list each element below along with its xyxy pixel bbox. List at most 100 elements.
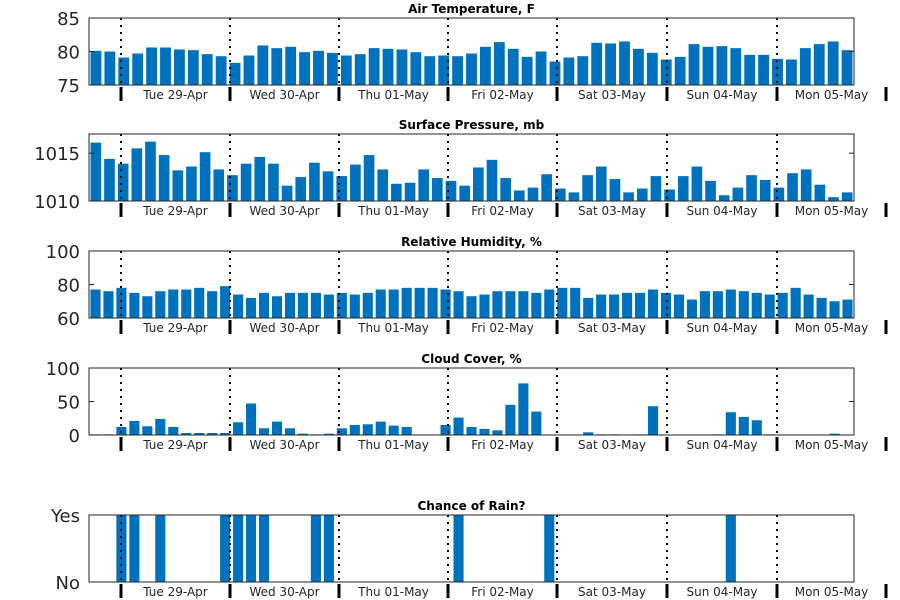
bar (145, 141, 156, 201)
bar (440, 424, 451, 435)
bar (699, 291, 710, 318)
y-tick-label: 1010 (34, 192, 80, 213)
bar (712, 291, 723, 318)
bar (453, 291, 464, 318)
bar (233, 422, 244, 435)
x-tick-label: Sat 03-May (578, 88, 646, 102)
bar (268, 163, 279, 201)
bar (310, 515, 321, 582)
bar (549, 61, 561, 85)
bar (583, 297, 594, 318)
bar (299, 52, 311, 85)
bar (246, 403, 257, 435)
bar (702, 46, 714, 85)
x-tick-label: Sun 04-May (686, 88, 757, 102)
bar (199, 152, 211, 201)
x-tick-label: Mon 05-May (795, 204, 869, 218)
bar (271, 296, 283, 318)
bar (118, 57, 130, 85)
bar (388, 425, 399, 435)
x-tick-label: Sun 04-May (686, 321, 757, 335)
bar (716, 46, 728, 85)
bar (541, 174, 552, 201)
axes-frame (88, 514, 855, 583)
bar (173, 49, 185, 85)
bar (129, 420, 140, 435)
bar (310, 292, 321, 319)
x-tick-label: Fri 02-May (471, 585, 534, 599)
bar (377, 169, 389, 201)
bar (605, 43, 617, 85)
x-tick-label: Thu 01-May (357, 88, 429, 102)
bar (432, 178, 443, 201)
bar (773, 187, 785, 201)
x-tick-label: Tue 29-Apr (142, 88, 207, 102)
x-tick-label: Wed 30-Apr (249, 438, 319, 452)
bar (404, 182, 416, 201)
bar (313, 50, 324, 85)
bar (816, 297, 827, 318)
x-tick-label: Thu 01-May (357, 321, 429, 335)
bar (336, 292, 347, 319)
bar (243, 55, 255, 85)
bar (246, 515, 257, 582)
bar (362, 424, 373, 435)
bar (104, 51, 116, 85)
bar (281, 185, 293, 201)
bar (507, 48, 519, 85)
panel-title: Air Temperature, F (408, 2, 535, 16)
bar (732, 187, 744, 201)
bar (777, 292, 788, 319)
bar (220, 432, 231, 435)
bar (595, 166, 607, 201)
bar (401, 287, 412, 318)
bar (323, 515, 334, 582)
bar (309, 162, 320, 201)
bar (647, 406, 659, 435)
bar (725, 289, 736, 318)
bar (813, 44, 825, 85)
bar (90, 50, 102, 85)
axes-frame (88, 133, 855, 202)
bar (582, 175, 593, 201)
bar (730, 48, 742, 85)
y-tick-label: 1015 (34, 144, 80, 165)
bar (284, 428, 296, 435)
x-tick-label: Sun 04-May (686, 204, 757, 218)
bar (146, 47, 158, 85)
bar (479, 294, 490, 318)
x-tick-label: Tue 29-Apr (142, 438, 207, 452)
bar (160, 47, 171, 85)
bar (284, 292, 296, 319)
x-tick-label: Wed 30-Apr (249, 88, 319, 102)
bar (718, 195, 730, 201)
chart-panel-3: Relative Humidity, % 60 80 100 Tue 29-Apr Wed… (46, 235, 888, 335)
bar (258, 428, 270, 435)
bar (466, 296, 477, 318)
bar (759, 179, 771, 201)
bar (803, 294, 814, 318)
bar (440, 289, 451, 318)
bar (181, 432, 192, 435)
bar (527, 187, 539, 201)
bar (459, 185, 470, 201)
bar (688, 44, 700, 85)
bar (155, 291, 166, 318)
x-tick-label: Sat 03-May (578, 438, 646, 452)
bar (557, 287, 568, 318)
bar (362, 292, 373, 319)
bar (117, 163, 129, 201)
bar (544, 289, 555, 318)
bar (744, 54, 756, 85)
y-tick-label: 60 (57, 309, 80, 330)
bar (258, 515, 270, 582)
bar (686, 299, 697, 318)
bar (738, 416, 749, 435)
bar (116, 426, 127, 435)
bar (466, 426, 477, 435)
bar (505, 291, 516, 318)
bar (829, 301, 840, 318)
bar (220, 286, 231, 318)
bar (531, 292, 542, 319)
